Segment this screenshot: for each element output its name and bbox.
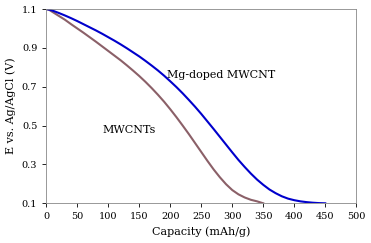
Text: Mg-doped MWCNT: Mg-doped MWCNT: [167, 70, 275, 80]
Y-axis label: E vs. Ag/AgCl (V): E vs. Ag/AgCl (V): [6, 58, 16, 155]
X-axis label: Capacity (mAh/g): Capacity (mAh/g): [152, 227, 250, 237]
Text: MWCNTs: MWCNTs: [102, 125, 155, 135]
